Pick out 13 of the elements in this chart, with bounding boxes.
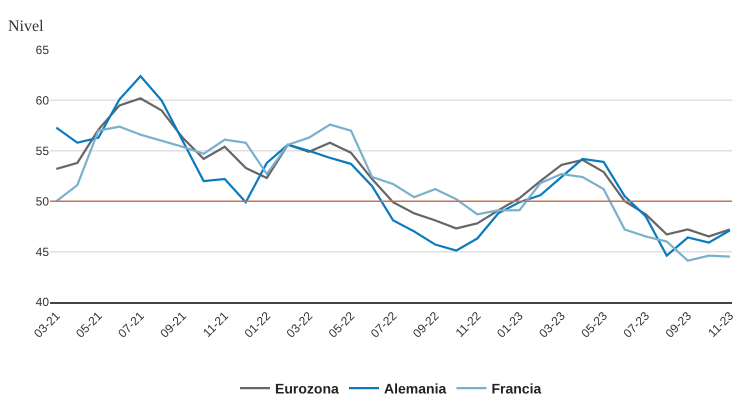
legend-label: Francia [491,380,542,397]
y-tick-label: 50 [36,194,50,208]
line-series [55,123,731,262]
y-tick-label: 55 [36,144,50,158]
y-axis-title: Nivel [8,18,44,35]
y-tick-label: 65 [36,43,50,58]
y-tick-label: 40 [36,295,50,310]
y-tick-label: 45 [36,244,50,259]
line-series [55,75,731,257]
legend-label: Alemania [384,380,446,397]
legend-label: Eurozona [275,380,339,397]
y-tick-label: 60 [36,94,50,108]
line-series [55,97,731,238]
